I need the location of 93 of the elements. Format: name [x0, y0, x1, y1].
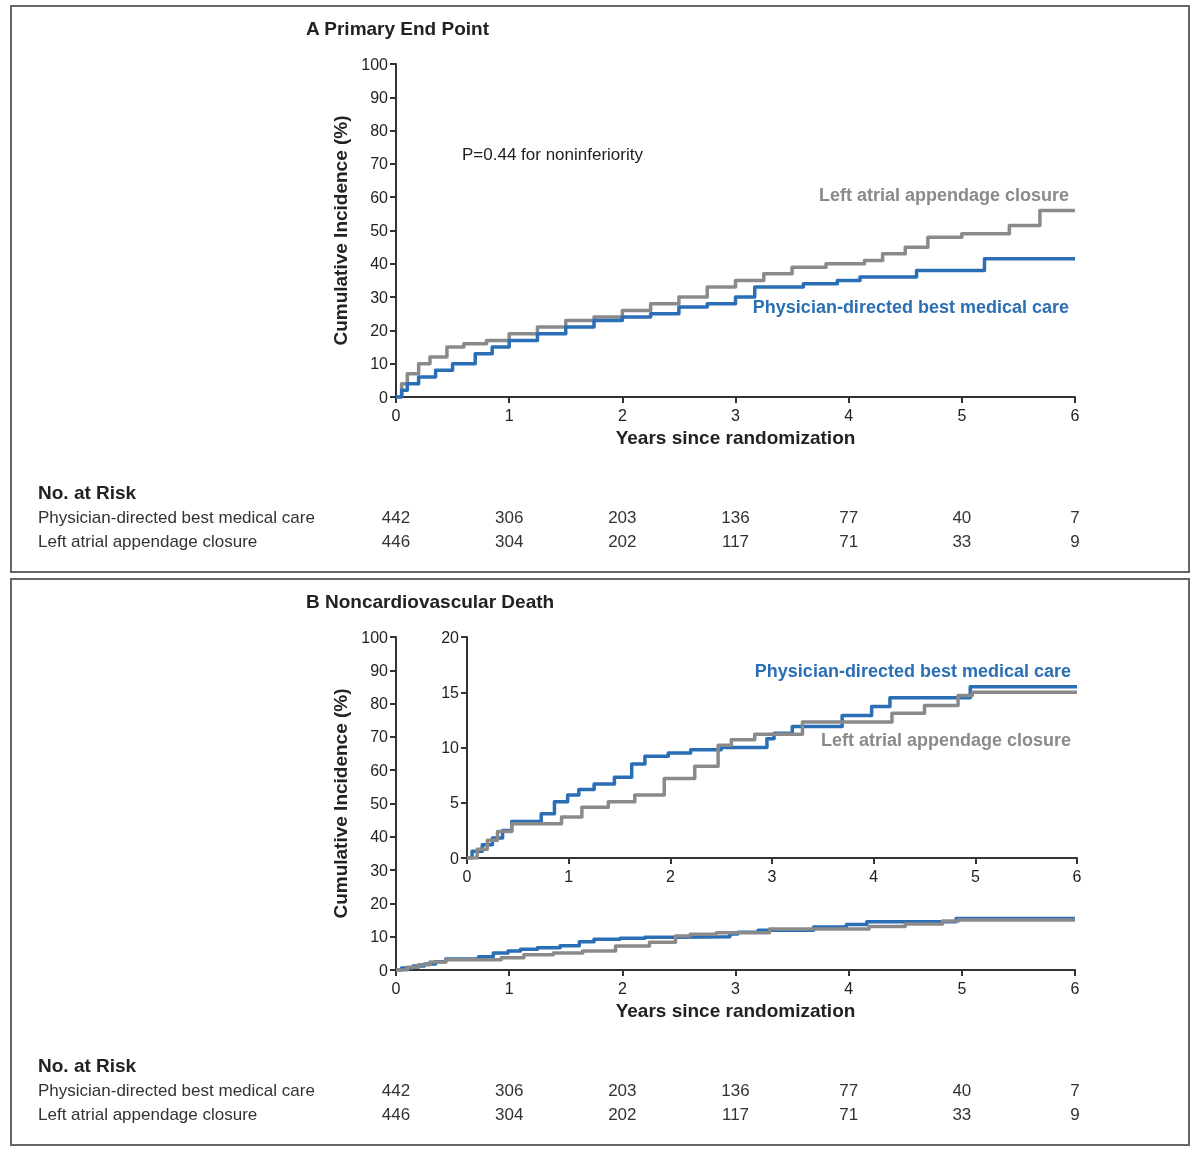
x-tick-label: 0: [462, 867, 472, 885]
y-tick-label: 60: [370, 188, 389, 206]
y-tick-label: 50: [370, 795, 389, 812]
annotation: P=0.44 for noninferiority: [462, 145, 644, 164]
text: 7: [1070, 508, 1080, 527]
x-tick-label: 6: [1070, 406, 1080, 424]
text: 203: [608, 508, 637, 527]
y-tick-label: 100: [361, 55, 389, 73]
x-axis-title: Years since randomization: [615, 999, 856, 1021]
series-label: Left atrial appendage closure: [818, 184, 1069, 205]
x-tick-label: 2: [665, 867, 675, 885]
text: Left atrial appendage closure: [38, 1105, 258, 1124]
y-tick-label: 80: [370, 122, 389, 140]
text: 77: [839, 1081, 859, 1100]
y-tick-label: 90: [370, 661, 389, 679]
x-tick-label: 3: [731, 979, 741, 997]
text: 71: [839, 1105, 859, 1124]
text: 77: [839, 508, 859, 527]
x-tick-label: 2: [617, 406, 627, 424]
y-tick-label: 0: [450, 849, 460, 867]
y-tick-label: 30: [370, 288, 389, 306]
x-tick-label: 1: [504, 406, 514, 424]
x-tick-label: 5: [957, 979, 967, 997]
text: Physician-directed best medical care: [38, 1081, 315, 1100]
text: 304: [494, 1105, 524, 1124]
y-tick-label: 0: [379, 388, 389, 406]
text: 442: [381, 1081, 411, 1100]
text: 306: [494, 1081, 524, 1100]
x-tick-label: 4: [869, 867, 879, 885]
y-tick-label: 15: [441, 683, 460, 701]
y-tick-label: 90: [370, 88, 389, 106]
y-tick-label: 10: [441, 739, 460, 756]
series-label: Physician-directed best medical care: [754, 660, 1071, 681]
y-tick-label: 20: [370, 894, 389, 912]
text: 446: [381, 532, 411, 551]
text: No. at Risk: [38, 1055, 137, 1076]
text: 71: [839, 532, 859, 551]
x-tick-label: 4: [844, 979, 854, 997]
text: 203: [608, 1081, 637, 1100]
x-tick-label: 6: [1070, 979, 1080, 997]
x-tick-label: 1: [504, 979, 514, 997]
x-tick-label: 0: [391, 979, 401, 997]
y-tick-label: 100: [361, 628, 389, 646]
y-tick-label: 20: [441, 628, 460, 646]
chart-title: A Primary End Point: [306, 18, 490, 39]
text: 40: [952, 508, 972, 527]
y-tick-label: 20: [370, 321, 389, 339]
x-tick-label: 0: [391, 406, 401, 424]
y-tick-label: 60: [370, 761, 389, 779]
y-tick-label: 5: [450, 794, 460, 812]
y-tick-label: 40: [370, 255, 389, 273]
y-tick-label: 0: [379, 961, 389, 979]
x-tick-label: 5: [957, 406, 967, 424]
x-tick-label: 2: [617, 979, 627, 997]
y-tick-label: 70: [370, 155, 389, 173]
y-tick-label: 10: [370, 355, 389, 373]
y-tick-label: 10: [370, 928, 389, 946]
text: 33: [952, 1105, 972, 1124]
series-label: Left atrial appendage closure: [820, 730, 1071, 751]
y-tick-label: 70: [370, 728, 389, 746]
text: Physician-directed best medical care: [38, 508, 315, 527]
text: 136: [721, 1081, 750, 1100]
text: 202: [608, 532, 637, 551]
y-tick-label: 80: [370, 695, 389, 713]
text: 117: [721, 532, 750, 551]
text: 7: [1070, 1081, 1080, 1100]
y-tick-label: 50: [370, 222, 389, 239]
text: No. at Risk: [38, 482, 137, 503]
text: 9: [1070, 532, 1080, 551]
text: 33: [952, 532, 972, 551]
y-axis-title: Cumulative Incidence (%): [330, 115, 351, 346]
x-tick-label: 4: [844, 406, 854, 424]
chart-title: B Noncardiovascular Death: [306, 591, 555, 612]
text: 442: [381, 508, 411, 527]
x-tick-label: 6: [1072, 867, 1082, 885]
text: 40: [952, 1081, 972, 1100]
y-axis-title: Cumulative Incidence (%): [330, 688, 351, 919]
text: 136: [721, 508, 750, 527]
series-label: Physician-directed best medical care: [752, 296, 1069, 317]
x-tick-label: 1: [564, 867, 574, 885]
text: 304: [494, 532, 524, 551]
text: 9: [1070, 1105, 1080, 1124]
text: 202: [608, 1105, 637, 1124]
x-axis-title: Years since randomization: [615, 426, 856, 448]
text: 306: [494, 508, 524, 527]
text: Left atrial appendage closure: [38, 532, 258, 551]
y-tick-label: 40: [370, 828, 389, 846]
text: 117: [721, 1105, 750, 1124]
text: 446: [381, 1105, 411, 1124]
x-tick-label: 3: [767, 867, 777, 885]
x-tick-label: 3: [731, 406, 741, 424]
y-tick-label: 30: [370, 861, 389, 879]
x-tick-label: 5: [970, 867, 980, 885]
